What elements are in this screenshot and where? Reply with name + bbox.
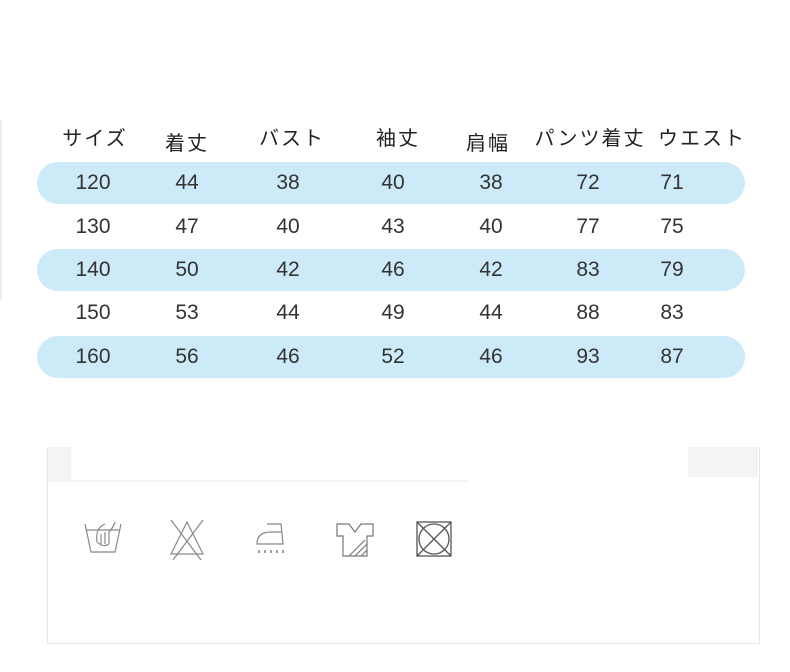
- table-cell: 44: [175, 171, 199, 194]
- column-header: サイズ: [62, 126, 128, 150]
- table-cell: 120: [75, 171, 111, 194]
- table-cell: 53: [175, 301, 199, 324]
- table-cell: 42: [479, 258, 503, 281]
- column-header: パンツ着丈: [534, 126, 646, 150]
- table-cell: 93: [576, 345, 600, 368]
- do-not-tumble-dry-icon: [416, 521, 452, 557]
- hand-wash-icon: [84, 521, 122, 553]
- table-cell: 150: [75, 301, 111, 324]
- table-cell: 50: [175, 258, 199, 281]
- table-cell: 71: [660, 171, 684, 194]
- care-instructions-panel: [47, 447, 760, 644]
- flat-dry-shade-icon: [336, 523, 374, 557]
- table-cell: 49: [381, 301, 405, 324]
- table-cell: 42: [276, 258, 300, 281]
- care-panel-corner: [47, 447, 71, 480]
- table-cell: 79: [660, 258, 684, 281]
- iron-steam-icon: [256, 523, 284, 553]
- table-cell: 47: [175, 215, 199, 238]
- care-panel-divider: [47, 480, 467, 482]
- do-not-bleach-icon: [170, 519, 204, 561]
- table-cell: 46: [276, 345, 300, 368]
- table-cell: 40: [381, 171, 405, 194]
- column-header: ウエスト: [658, 126, 746, 150]
- table-cell: 130: [75, 215, 111, 238]
- table-cell: 43: [381, 215, 405, 238]
- table-cell: 83: [576, 258, 600, 281]
- column-header: 袖丈: [376, 126, 420, 150]
- table-cell: 44: [479, 301, 503, 324]
- table-cell: 56: [175, 345, 199, 368]
- table-cell: 72: [576, 171, 600, 194]
- column-header: 着丈: [165, 131, 209, 155]
- table-cell: 140: [75, 258, 111, 281]
- table-cell: 46: [479, 345, 503, 368]
- column-header: バスト: [259, 126, 325, 150]
- table-cell: 75: [660, 215, 684, 238]
- care-panel-corner-right: [688, 447, 758, 477]
- row-highlight-band: [37, 336, 745, 378]
- row-highlight-band: [37, 249, 745, 291]
- table-cell: 40: [479, 215, 503, 238]
- column-header: 肩幅: [466, 131, 510, 155]
- table-cell: 87: [660, 345, 684, 368]
- table-cell: 52: [381, 345, 405, 368]
- row-highlight-band: [37, 162, 745, 204]
- table-cell: 160: [75, 345, 111, 368]
- table-cell: 88: [576, 301, 600, 324]
- table-cell: 40: [276, 215, 300, 238]
- table-cell: 83: [660, 301, 684, 324]
- table-cell: 38: [276, 171, 300, 194]
- table-cell: 46: [381, 258, 405, 281]
- table-cell: 77: [576, 215, 600, 238]
- table-cell: 44: [276, 301, 300, 324]
- left-edge-divider: [0, 120, 2, 300]
- table-cell: 38: [479, 171, 503, 194]
